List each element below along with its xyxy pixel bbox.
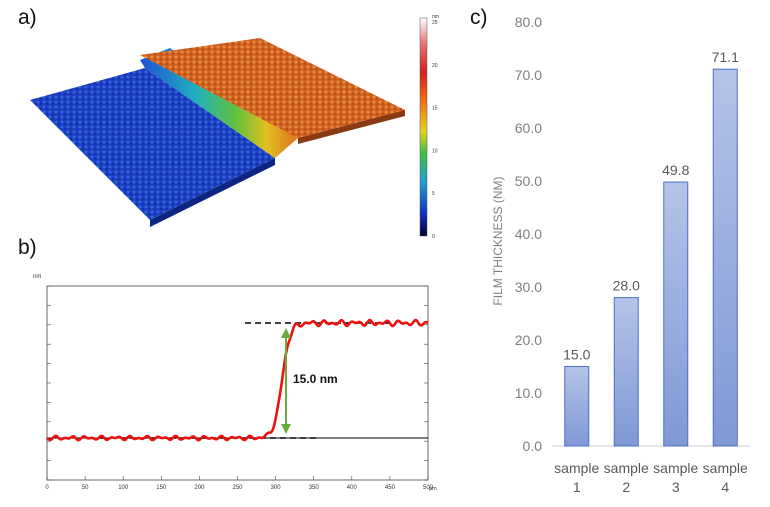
y-tick-label: 30.0 [515,279,542,295]
profile-y-unit: nm [33,274,41,280]
film-surface [140,38,405,138]
panel-label-b: b) [18,236,37,259]
profile-x-tick-label: 50 [82,485,89,491]
profile-x-tick-label: 400 [347,485,358,491]
x-tick-label: sample [604,460,649,476]
y-tick-label: 40.0 [515,226,542,242]
colorbar-tick-label: 20 [432,63,438,69]
y-axis-ticks: 0.0 10.0 20.0 30.0 40.0 50.0 60.0 70.0 80.0 [515,14,542,454]
y-axis-label: FILM THICKNESS (NM) [491,176,505,305]
profile-frame [46,285,429,481]
y-tick-label: 60.0 [515,120,542,136]
x-tick-label: 1 [573,479,581,495]
profile-x-tick-label: 450 [385,485,396,491]
step-height-arrow [281,328,291,434]
profile-x-unit: µm [429,486,437,492]
colorbar-unit: nm [432,14,439,20]
y-tick-label: 20.0 [515,332,542,348]
profile-x-tick-label: 300 [271,485,282,491]
x-tick-label: sample [653,460,698,476]
bar-value-label: 49.8 [662,162,689,178]
step-height-label: 15.0 nm [293,372,338,386]
profile-x-tick-label: 350 [309,485,320,491]
profile-x-tick-label: 500 [423,485,434,491]
x-tick-label: 3 [672,479,680,495]
y-tick-label: 70.0 [515,67,542,83]
x-tick-label: 4 [721,479,729,495]
bar [712,68,738,447]
colorbar: nm 25 20 15 10 5 0 [419,14,439,240]
profile-x-tick-label: 150 [156,485,167,491]
panel-label-a: a) [18,6,37,29]
profile-x-tick-label: 0 [45,485,49,491]
x-tick-label: sample [554,460,599,476]
afm-3d-surface-image: nm 25 20 15 10 5 0 [30,14,439,240]
colorbar-tick-label: 15 [432,106,438,112]
y-tick-label: 50.0 [515,173,542,189]
bar-value-label: 28.0 [613,278,640,294]
y-tick-label: 10.0 [515,385,542,401]
film-thickness-bar-chart: FILM THICKNESS (NM) 0.0 10.0 20.0 30.0 40.0 5… [491,14,750,495]
panel-label-c: c) [470,6,488,29]
height-profile-plot: nm 15.0 nm 0 50 100 150 200 250 300 350 400 450 50… [33,274,437,492]
bar-value-label: 71.1 [712,49,739,65]
y-tick-label: 0.0 [523,438,543,454]
bar-value-label: 15.0 [563,347,590,363]
bars: 15.0 28.0 49.8 71.1 [563,49,739,447]
y-tick-label: 80.0 [515,14,542,30]
profile-x-tick-label: 200 [194,485,205,491]
substrate-surface [30,68,275,220]
profile-x-tick-label: 250 [232,485,243,491]
bar [613,297,639,447]
profile-trace [46,318,429,442]
x-axis-labels: sample 1 sample 2 sample 3 sample 4 [554,460,748,495]
profile-x-ticks: 0 50 100 150 200 250 300 350 400 450 500 [45,476,434,491]
x-tick-label: sample [703,460,748,476]
colorbar-tick-label: 5 [432,191,435,197]
x-tick-label: 2 [622,479,630,495]
colorbar-tick-label: 0 [432,234,435,240]
colorbar-tick-label: 25 [432,20,438,26]
profile-y-ticks [47,285,428,481]
bar [564,366,590,447]
profile-x-tick-label: 100 [118,485,129,491]
bar [663,181,689,447]
colorbar-tick-label: 10 [432,148,438,154]
